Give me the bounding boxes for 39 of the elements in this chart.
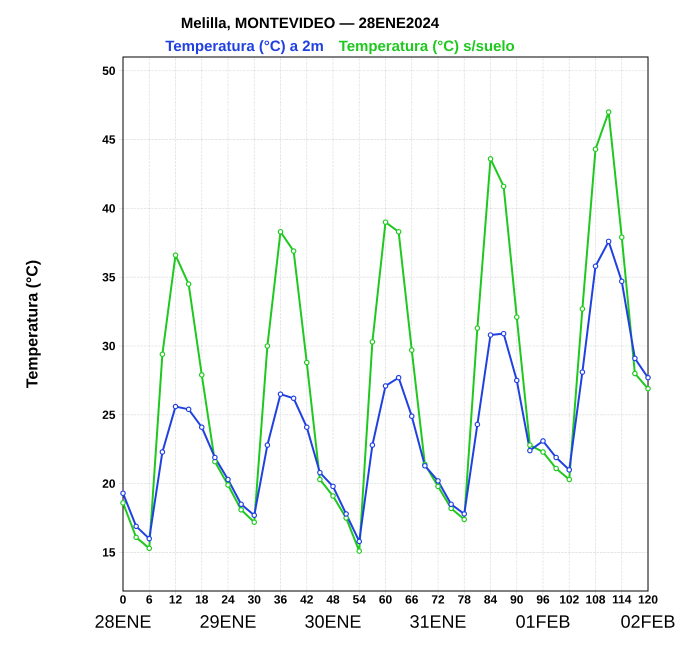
text: Temperatura (°C) a 2m <box>165 40 323 54</box>
x-tick-label: 54 <box>352 595 366 604</box>
chart-title: Melilla, MONTEVIDEO — 28ENE2024 <box>182 17 440 30</box>
x-tick-label: 96 <box>536 595 550 604</box>
y-tick-label: 15 <box>102 548 116 557</box>
text: 31ENE <box>410 615 466 628</box>
text: 29ENE <box>200 615 256 628</box>
x-tick-label: 36 <box>274 595 287 604</box>
text: 30ENE <box>305 615 361 628</box>
x-tick-label: 72 <box>432 595 444 604</box>
text: 02FEB <box>621 615 674 628</box>
x-tick-label: 102 <box>560 595 579 604</box>
x-tick-label: 48 <box>326 595 340 604</box>
x-tick-label: 24 <box>222 595 235 604</box>
x-tick-label: 12 <box>170 595 182 604</box>
y-tick-label: 25 <box>102 410 116 420</box>
y-axis-title: Temperatura (°C) <box>26 260 41 388</box>
x-tick-label: 42 <box>300 595 313 604</box>
x-tick-label: 90 <box>510 595 523 604</box>
y-tick-label: 45 <box>102 135 116 144</box>
x-tick-label: 30 <box>248 595 260 604</box>
text: 28ENE <box>96 615 151 628</box>
x-tick-label: 120 <box>638 595 658 604</box>
y-tick-label: 50 <box>102 66 115 75</box>
text: 01FEB <box>516 615 570 628</box>
y-tick-label: 30 <box>102 342 115 350</box>
x-tick-label: 18 <box>196 595 208 604</box>
x-tick-label: 66 <box>406 595 418 604</box>
text: Temperatura (°C) s/suelo <box>338 40 514 54</box>
y-tick-label: 35 <box>102 272 116 282</box>
x-tick-label: 6 <box>146 595 152 604</box>
x-tick-label: 108 <box>586 595 606 604</box>
y-tick-label: 20 <box>102 479 115 488</box>
y-tick-label: 40 <box>102 204 115 213</box>
x-tick-label: 84 <box>484 595 498 604</box>
x-tick-label: 114 <box>612 595 632 604</box>
x-tick-label: 60 <box>379 595 392 604</box>
x-tick-label: 78 <box>458 595 471 604</box>
x-tick-label: 0 <box>120 595 126 604</box>
